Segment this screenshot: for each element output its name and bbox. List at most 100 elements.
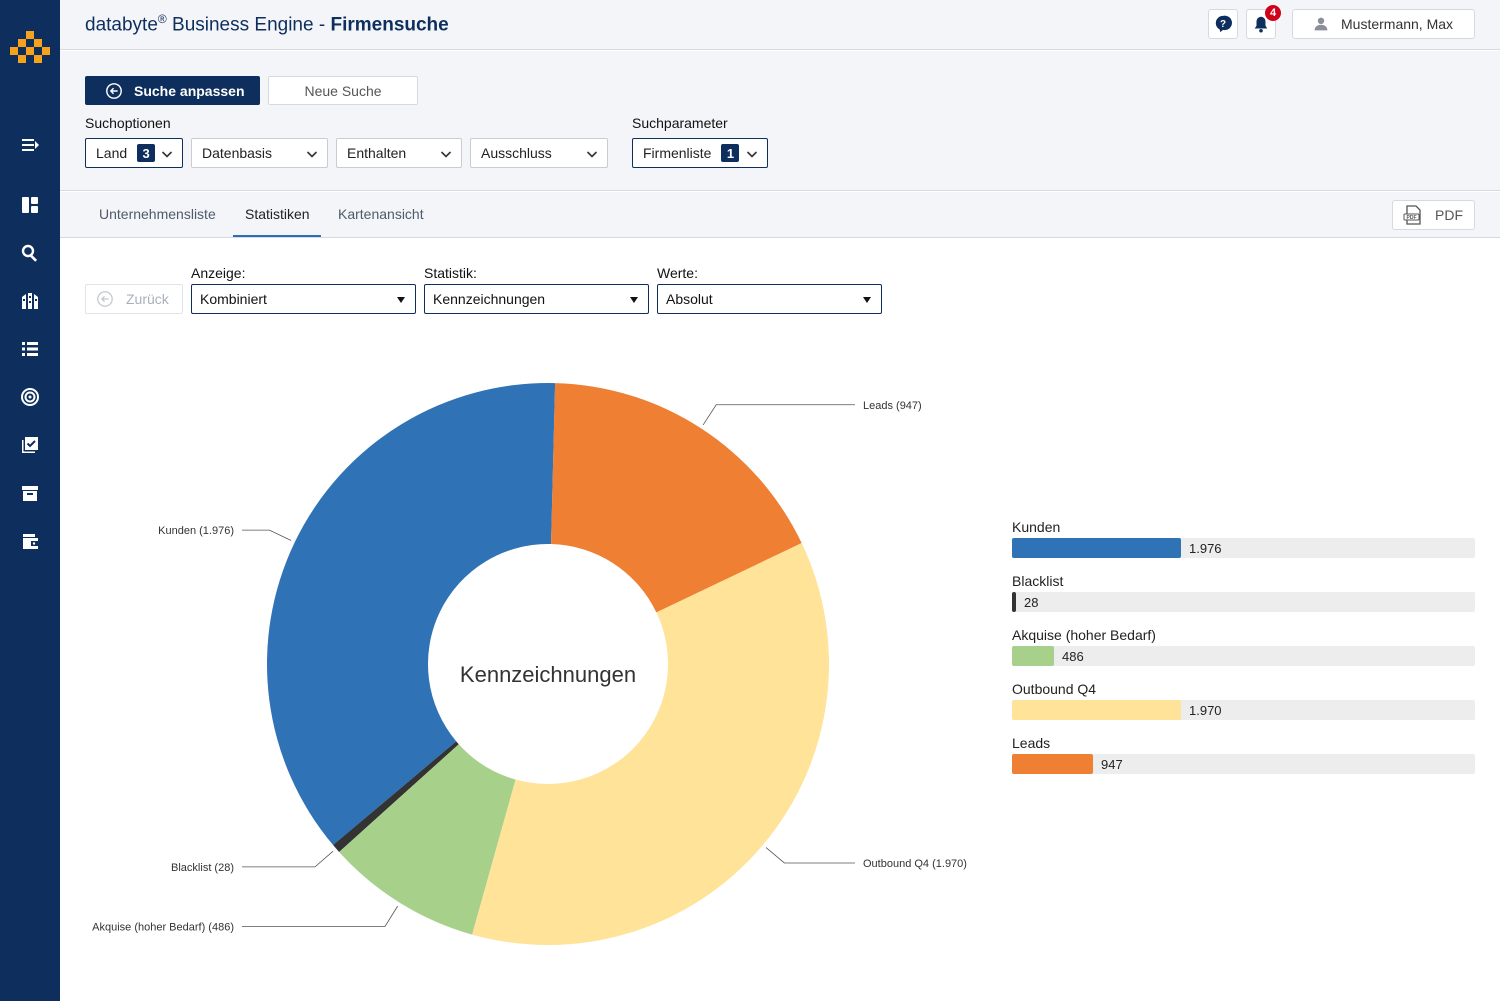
slice-label: Outbound Q4 (1.970) bbox=[863, 858, 967, 870]
view-tabs: Unternehmensliste Statistiken Kartenansi… bbox=[60, 192, 1500, 238]
svg-text:PDF: PDF bbox=[1407, 215, 1417, 221]
search-params-label: Suchparameter bbox=[632, 115, 728, 131]
chevron-down-icon bbox=[586, 151, 598, 158]
slice-label: Akquise (hoher Bedarf) (486) bbox=[92, 921, 234, 933]
bar-fill bbox=[1012, 592, 1016, 612]
bar-label: Blacklist bbox=[1012, 573, 1064, 589]
param-firmenliste-dropdown[interactable]: Firmenliste 1 bbox=[632, 138, 768, 168]
menu-toggle-icon[interactable] bbox=[18, 133, 42, 157]
chevron-down-icon bbox=[306, 151, 318, 158]
bar-fill bbox=[1012, 538, 1181, 558]
chevron-down-icon bbox=[746, 151, 758, 158]
svg-text:?: ? bbox=[1220, 19, 1226, 30]
bar-track: 486 bbox=[1012, 646, 1475, 666]
chevron-down-icon bbox=[161, 151, 173, 158]
option-datenbasis-dropdown[interactable]: Datenbasis bbox=[191, 138, 328, 168]
bar-value: 1.976 bbox=[1189, 541, 1222, 556]
slice-leader-line bbox=[242, 905, 398, 927]
statistic-label: Statistik: bbox=[424, 265, 477, 281]
pdf-icon: PDF bbox=[1403, 205, 1421, 225]
help-icon: ? bbox=[1215, 15, 1232, 33]
adjust-search-button[interactable]: Suche anpassen bbox=[85, 76, 260, 105]
search-panel: Suche anpassen Neue Suche Suchoptionen S… bbox=[60, 51, 1500, 191]
user-icon bbox=[1314, 17, 1328, 31]
option-ausschluss-dropdown[interactable]: Ausschluss bbox=[470, 138, 608, 168]
user-menu-button[interactable]: Mustermann, Max bbox=[1292, 9, 1475, 39]
dropdown-arrow-icon bbox=[630, 297, 638, 303]
bar-fill bbox=[1012, 754, 1093, 774]
search-options-label: Suchoptionen bbox=[85, 115, 171, 131]
arrow-left-circle-icon bbox=[97, 291, 113, 307]
display-select[interactable]: Kombiniert bbox=[191, 284, 416, 314]
bar-track: 947 bbox=[1012, 754, 1475, 774]
tab-kartenansicht[interactable]: Kartenansicht bbox=[338, 206, 424, 222]
bar-label: Kunden bbox=[1012, 519, 1061, 535]
back-button[interactable]: Zurück bbox=[85, 284, 183, 314]
bar-item[interactable]: Akquise (hoher Bedarf) 486 bbox=[1012, 626, 1475, 680]
bar-value: 947 bbox=[1101, 757, 1123, 772]
slice-label: Leads (947) bbox=[863, 400, 922, 412]
chevron-down-icon bbox=[440, 151, 452, 158]
display-label: Anzeige: bbox=[191, 265, 246, 281]
slice-leader-line bbox=[242, 529, 292, 541]
bar-label: Leads bbox=[1012, 735, 1051, 751]
databyte-logo bbox=[10, 31, 50, 63]
pdf-export-button[interactable]: PDF PDF bbox=[1392, 200, 1475, 230]
notifications-button[interactable]: 4 bbox=[1246, 5, 1281, 39]
bar-list: Kunden 1.976 Blacklist 28 Akquise (hoher Bed… bbox=[1012, 518, 1475, 788]
top-bar: databyte® Business Engine - Firmensuche … bbox=[60, 0, 1500, 50]
bar-item[interactable]: Blacklist 28 bbox=[1012, 572, 1475, 626]
bar-track: 28 bbox=[1012, 592, 1475, 612]
bar-track: 1.970 bbox=[1012, 700, 1475, 720]
notification-badge: 4 bbox=[1265, 5, 1281, 21]
help-button[interactable]: ? bbox=[1208, 9, 1238, 39]
tab-statistiken[interactable]: Statistiken bbox=[245, 206, 310, 222]
slice-label: Blacklist (28) bbox=[171, 862, 234, 874]
dropdown-arrow-icon bbox=[397, 297, 405, 303]
dropdown-arrow-icon bbox=[863, 297, 871, 303]
bar-track: 1.976 bbox=[1012, 538, 1475, 558]
app-title: databyte® Business Engine - Firmensuche bbox=[85, 12, 449, 36]
sidebar bbox=[0, 0, 60, 1001]
user-name: Mustermann, Max bbox=[1341, 16, 1454, 32]
bar-value: 28 bbox=[1024, 595, 1039, 610]
list-icon[interactable] bbox=[18, 337, 42, 361]
donut-slice-kunden[interactable] bbox=[267, 382, 556, 846]
archive-icon[interactable] bbox=[18, 481, 42, 505]
building-icon[interactable] bbox=[18, 289, 42, 313]
wallet-icon[interactable] bbox=[18, 529, 42, 553]
tab-unternehmensliste[interactable]: Unternehmensliste bbox=[99, 206, 216, 222]
bar-label: Akquise (hoher Bedarf) bbox=[1012, 627, 1156, 643]
bar-value: 486 bbox=[1062, 649, 1084, 664]
values-label: Werte: bbox=[657, 265, 698, 281]
arrow-left-circle-icon bbox=[106, 82, 122, 99]
bar-value: 1.970 bbox=[1189, 703, 1222, 718]
option-count-badge: 3 bbox=[137, 144, 156, 162]
bar-item[interactable]: Kunden 1.976 bbox=[1012, 518, 1475, 572]
search-icon[interactable] bbox=[18, 241, 42, 265]
statistic-select[interactable]: Kennzeichnungen bbox=[424, 284, 649, 314]
option-enthalten-dropdown[interactable]: Enthalten bbox=[336, 138, 462, 168]
bar-fill bbox=[1012, 646, 1054, 666]
new-search-button[interactable]: Neue Suche bbox=[268, 76, 418, 105]
donut-slice-blacklist[interactable] bbox=[333, 741, 459, 852]
checklist-icon[interactable] bbox=[18, 433, 42, 457]
donut-slice-leads[interactable] bbox=[551, 383, 802, 613]
slice-leader-line bbox=[242, 850, 334, 868]
active-tab-indicator bbox=[233, 235, 321, 237]
bar-item[interactable]: Outbound Q4 1.970 bbox=[1012, 680, 1475, 734]
donut-slice-akquise-hoher-bedarf[interactable] bbox=[339, 744, 516, 935]
slice-leader-line bbox=[765, 847, 855, 864]
dashboard-icon[interactable] bbox=[18, 193, 42, 217]
values-select[interactable]: Absolut bbox=[657, 284, 882, 314]
target-icon[interactable] bbox=[18, 385, 42, 409]
chart-title: Kennzeichnungen bbox=[460, 662, 636, 687]
bell-icon bbox=[1254, 16, 1268, 33]
bar-fill bbox=[1012, 700, 1181, 720]
option-land-dropdown[interactable]: Land 3 bbox=[85, 138, 183, 168]
donut-slice-outbound-q4[interactable] bbox=[472, 543, 829, 945]
slice-leader-line bbox=[702, 404, 855, 426]
bar-label: Outbound Q4 bbox=[1012, 681, 1097, 697]
bar-item[interactable]: Leads 947 bbox=[1012, 734, 1475, 788]
donut-chart: Kunden (1.976) Blacklist (28) Akquise (hoh… bbox=[92, 382, 967, 945]
